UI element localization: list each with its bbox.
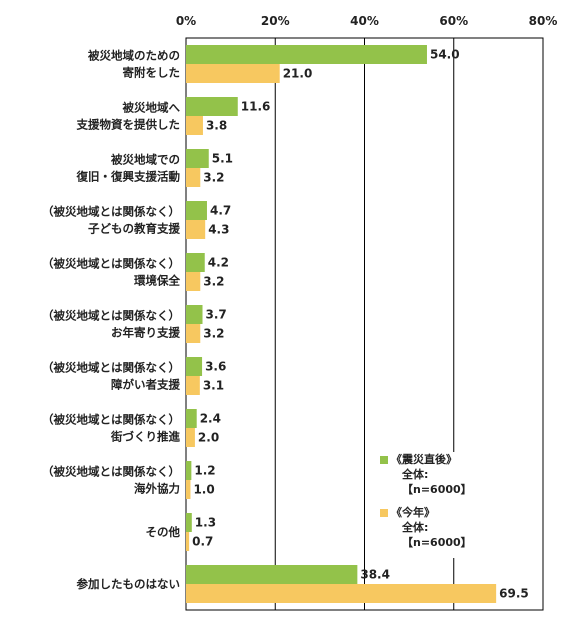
bar-series-0-cat-8	[186, 461, 192, 480]
bar-series-0-cat-10	[186, 565, 358, 584]
legend-series-1-name: 《今年》	[391, 506, 435, 519]
category-label-9: その他	[146, 525, 181, 539]
bar-series-1-cat-2	[186, 168, 201, 187]
bar-series-0-cat-5	[186, 305, 203, 324]
data-label-series-1-cat-10: 69.5	[499, 587, 529, 601]
data-label-series-0-cat-6: 3.6	[205, 360, 226, 374]
x-tick-label-0: 0%	[176, 14, 196, 28]
bar-series-1-cat-10	[186, 584, 497, 603]
data-label-series-1-cat-4: 3.2	[203, 275, 224, 289]
bar-series-1-cat-7	[186, 428, 195, 447]
data-label-series-1-cat-3: 4.3	[208, 223, 229, 237]
bar-series-1-cat-1	[186, 116, 203, 135]
bar-series-0-cat-2	[186, 149, 209, 168]
category-label-5-line-0: （被災地域とは関係なく）	[42, 309, 180, 323]
category-label-4: （被災地域とは関係なく） 環境保全	[42, 257, 180, 288]
category-label-4-line-0: （被災地域とは関係なく）	[42, 257, 180, 271]
category-label-0-line-1: 寄附をした	[123, 66, 181, 80]
category-label-1-line-0: 被災地域へ	[123, 101, 181, 115]
category-label-6-line-1: 障がい者支援	[111, 378, 180, 392]
legend-entry-series-1: 《今年》 全体:【n=6000】	[380, 505, 492, 550]
bar-series-0-cat-7	[186, 409, 197, 428]
bar-series-1-cat-6	[186, 376, 200, 395]
x-tick-label-20: 20%	[261, 14, 290, 28]
category-label-2-line-0: 被災地域での	[111, 153, 180, 167]
data-label-series-1-cat-9: 0.7	[192, 535, 213, 549]
legend: 《震災直後》 全体:【n=6000】 《今年》 全体:【n=6000】	[380, 452, 492, 558]
category-label-5-line-1: お年寄り支援	[111, 326, 180, 340]
category-label-2-line-1: 復旧・復興支援活動	[76, 170, 181, 184]
category-label-0: 被災地域のための寄附をした	[88, 49, 180, 80]
data-label-series-1-cat-1: 3.8	[206, 119, 227, 133]
legend-entry-series-0: 《震災直後》 全体:【n=6000】	[380, 452, 492, 497]
data-label-series-0-cat-10: 38.4	[360, 568, 390, 582]
legend-series-0-note: 全体:【n=6000】	[402, 468, 472, 496]
bar-series-1-cat-9	[186, 532, 190, 551]
legend-swatch-series-0	[380, 455, 388, 464]
bar-series-1-cat-8	[186, 480, 191, 499]
bar-series-0-cat-1	[186, 97, 238, 116]
x-tick-label-80: 80%	[529, 14, 558, 28]
data-label-series-0-cat-8: 1.2	[194, 464, 215, 478]
data-label-series-0-cat-9: 1.3	[195, 516, 216, 530]
x-tick-label-60: 60%	[439, 14, 468, 28]
category-label-6-line-0: （被災地域とは関係なく）	[42, 361, 180, 375]
bar-series-1-cat-5	[186, 324, 201, 343]
data-label-series-1-cat-5: 3.2	[203, 327, 224, 341]
category-label-1-line-1: 支援物資を提供した	[76, 118, 181, 132]
data-label-series-0-cat-4: 4.2	[208, 256, 229, 270]
category-label-8-line-0: （被災地域とは関係なく）	[42, 465, 180, 479]
category-label-4-line-1: 環境保全	[134, 274, 180, 288]
category-label-7-line-1: 街づくり推進	[110, 430, 180, 444]
category-label-5: （被災地域とは関係なく） お年寄り支援	[42, 309, 180, 340]
bar-series-0-cat-6	[186, 357, 203, 376]
data-label-series-1-cat-7: 2.0	[198, 431, 219, 445]
category-label-2: 被災地域での復旧・復興支援活動	[76, 153, 181, 184]
data-label-series-0-cat-5: 3.7	[206, 308, 227, 322]
category-label-10: 参加したものはない	[76, 577, 181, 591]
category-label-6: （被災地域とは関係なく） 障がい者支援	[42, 361, 180, 392]
x-tick-label-40: 40%	[350, 14, 379, 28]
data-label-series-0-cat-0: 54.0	[430, 48, 460, 62]
category-label-3-line-0: （被災地域とは関係なく）	[42, 205, 180, 219]
legend-series-1-note: 全体:【n=6000】	[402, 521, 472, 549]
data-label-series-1-cat-6: 3.1	[203, 379, 224, 393]
data-label-series-0-cat-1: 11.6	[241, 100, 271, 114]
category-label-3-line-1: 子どもの教育支援	[88, 222, 180, 236]
bar-series-0-cat-9	[186, 513, 192, 532]
data-label-series-0-cat-7: 2.4	[200, 412, 221, 426]
category-label-10-line-0: 参加したものはない	[76, 577, 181, 591]
bar-series-1-cat-0	[186, 64, 280, 83]
bar-series-0-cat-3	[186, 201, 207, 220]
category-label-0-line-0: 被災地域のための	[88, 49, 180, 63]
category-label-8: （被災地域とは関係なく） 海外協力	[42, 465, 180, 496]
category-label-9-line-0: その他	[146, 525, 181, 539]
data-label-series-1-cat-2: 3.2	[203, 171, 224, 185]
bar-series-0-cat-4	[186, 253, 205, 272]
data-label-series-0-cat-3: 4.7	[210, 204, 231, 218]
category-label-3: （被災地域とは関係なく） 子どもの教育支援	[42, 205, 180, 236]
bar-series-0-cat-0	[186, 45, 427, 64]
legend-swatch-series-1	[380, 508, 388, 517]
category-label-7-line-0: （被災地域とは関係なく）	[42, 413, 180, 427]
category-label-7: （被災地域とは関係なく） 街づくり推進	[42, 413, 180, 444]
category-label-8-line-1: 海外協力	[134, 482, 180, 496]
legend-series-0-name: 《震災直後》	[391, 453, 457, 466]
bar-series-1-cat-3	[186, 220, 206, 239]
data-label-series-1-cat-0: 21.0	[283, 67, 313, 81]
category-label-1: 被災地域へ支援物資を提供した	[76, 101, 181, 132]
data-label-series-0-cat-2: 5.1	[212, 152, 233, 166]
data-label-series-1-cat-8: 1.0	[193, 483, 214, 497]
bar-series-1-cat-4	[186, 272, 201, 291]
